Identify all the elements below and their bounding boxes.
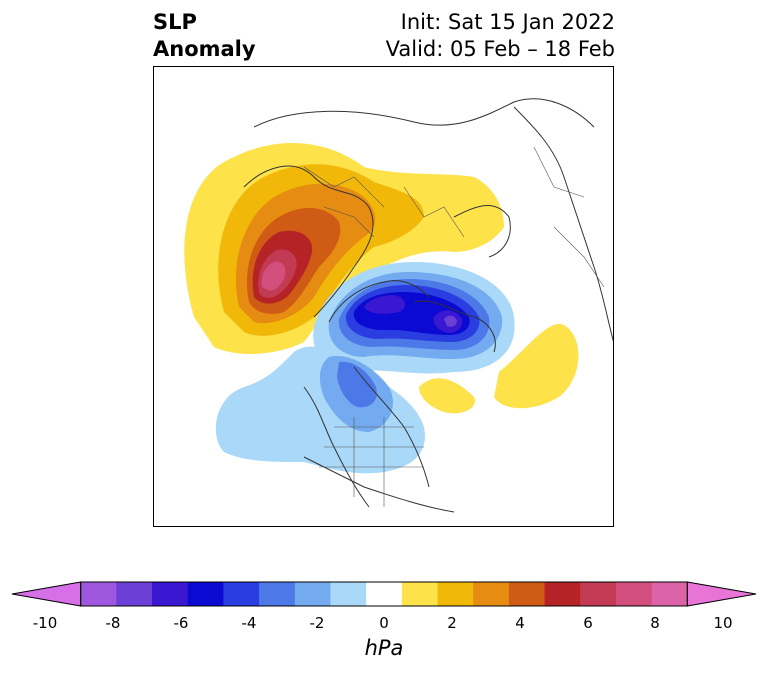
colorbar-segment (330, 582, 367, 606)
map-dates: Init: Sat 15 Jan 2022 Valid: 05 Feb – 18… (386, 9, 615, 63)
map-title: SLP Anomaly (153, 9, 256, 63)
colorbar-segment (437, 582, 474, 606)
colorbar-segment (651, 582, 688, 606)
map-panel (153, 66, 614, 527)
colorbar-segment (544, 582, 581, 606)
positive-anomaly-atlantic (494, 323, 579, 409)
borders (303, 146, 605, 507)
tick-label: 6 (583, 614, 593, 632)
colorbar-extend-right (686, 581, 757, 607)
tick-label: 0 (379, 614, 389, 632)
colorbar-segment (294, 582, 331, 606)
slp-anomaly-map (184, 98, 613, 513)
colorbar-segment (615, 582, 653, 606)
tick-label: 4 (515, 614, 525, 632)
colorbar-segment (401, 582, 439, 606)
positive-anomaly-region (184, 143, 505, 354)
colorbar-segment (580, 582, 617, 606)
colorbar-segment (508, 582, 546, 606)
coastlines (243, 98, 613, 513)
tick-label: 8 (650, 614, 660, 632)
colorbar-segment (116, 582, 153, 606)
colorbar-segment (259, 582, 296, 606)
colorbar (11, 581, 757, 607)
colorbar-unit: hPa (364, 636, 404, 660)
title-field: Anomaly (153, 37, 256, 61)
positive-anomaly-labrador (419, 378, 475, 414)
colorbar-segment (152, 582, 189, 606)
tick-label: -6 (173, 614, 189, 632)
colorbar-segment (366, 582, 403, 606)
title-variable: SLP (153, 10, 197, 34)
colorbar-extend-left (11, 581, 82, 607)
tick-label: -2 (309, 614, 325, 632)
colorbar-segment (223, 582, 260, 606)
tick-label: 10 (713, 614, 733, 632)
valid-range: Valid: 05 Feb – 18 Feb (385, 37, 615, 61)
colorbar-segment (187, 582, 224, 606)
colorbar-segment (473, 582, 510, 606)
colorbar-segment (80, 582, 117, 606)
colorbar-outline (80, 581, 688, 607)
tick-label: -8 (105, 614, 121, 632)
init-date: Init: Sat 15 Jan 2022 (400, 10, 615, 34)
tick-label: -4 (241, 614, 257, 632)
tick-label: -10 (32, 614, 58, 632)
tick-label: 2 (447, 614, 457, 632)
weak-negative-region (215, 346, 425, 474)
negative-anomaly-region (313, 262, 515, 374)
